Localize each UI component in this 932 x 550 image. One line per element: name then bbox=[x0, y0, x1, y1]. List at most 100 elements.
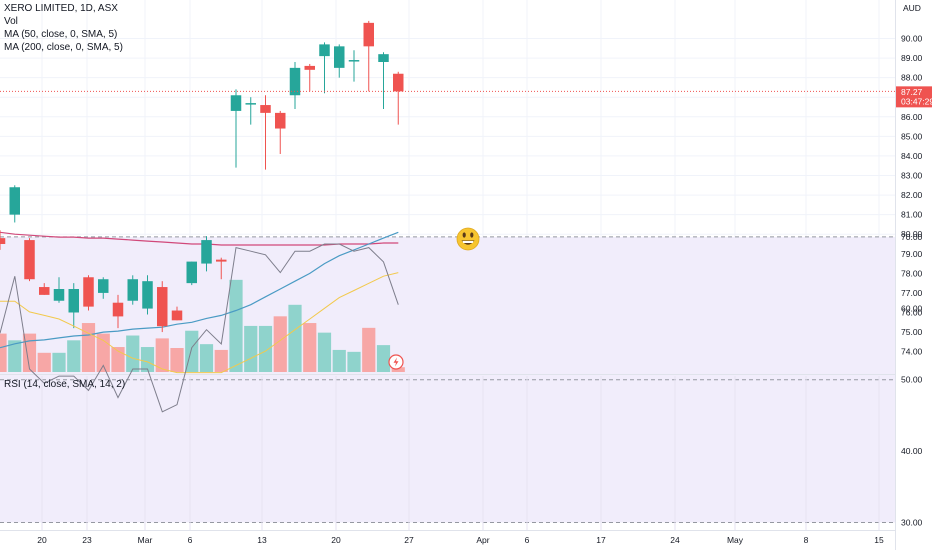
time-tick-label: 6 bbox=[188, 535, 193, 545]
emoji-teeth bbox=[462, 241, 474, 243]
volume-bar[interactable] bbox=[303, 323, 317, 372]
candle[interactable] bbox=[216, 257, 227, 280]
rsi-ma-line[interactable] bbox=[0, 272, 399, 374]
ma50-legend[interactable]: MA (50, close, 0, SMA, 5) bbox=[4, 29, 118, 40]
candle[interactable] bbox=[289, 61, 301, 109]
time-tick-label: 27 bbox=[404, 535, 414, 545]
candle-body bbox=[245, 103, 256, 105]
candle[interactable] bbox=[83, 275, 94, 311]
volume-bar[interactable] bbox=[111, 347, 125, 372]
candle[interactable] bbox=[201, 236, 212, 272]
volume-bar[interactable] bbox=[288, 304, 302, 372]
candle-body bbox=[112, 302, 124, 317]
price-tick-label: 89.00 bbox=[901, 53, 923, 63]
emoji-eye bbox=[470, 232, 474, 238]
currency-label: AUD bbox=[903, 3, 921, 13]
candle[interactable] bbox=[24, 238, 35, 282]
rsi-tick-label: 70.00 bbox=[901, 232, 923, 242]
volume-bar[interactable] bbox=[258, 325, 273, 372]
volume-bar[interactable] bbox=[391, 367, 405, 372]
volume-bar[interactable] bbox=[67, 340, 81, 372]
volume-bar[interactable] bbox=[273, 316, 287, 372]
candle-body bbox=[334, 46, 345, 68]
candle[interactable] bbox=[393, 71, 404, 125]
volume-bar[interactable] bbox=[347, 351, 361, 372]
candle[interactable] bbox=[245, 97, 257, 125]
grinning-face-icon[interactable] bbox=[456, 227, 480, 251]
ma50-line[interactable] bbox=[0, 231, 399, 349]
candle[interactable] bbox=[142, 275, 153, 315]
candle-body bbox=[68, 289, 79, 313]
candle[interactable] bbox=[157, 281, 168, 333]
volume-bar[interactable] bbox=[376, 345, 391, 372]
candle[interactable] bbox=[186, 261, 198, 286]
candle[interactable] bbox=[98, 277, 109, 299]
price-tick-label: 85.00 bbox=[901, 131, 923, 141]
symbol-title[interactable]: XERO LIMITED, 1D, ASX bbox=[4, 3, 118, 14]
price-tick-label: 76.00 bbox=[901, 307, 923, 317]
candle[interactable] bbox=[112, 294, 124, 329]
volume-bar[interactable] bbox=[362, 327, 376, 372]
last-price-badge-bg bbox=[896, 86, 932, 108]
price-tick-label: 86.00 bbox=[901, 112, 923, 122]
time-tick-label: 20 bbox=[37, 535, 47, 545]
price-tick-label: 82.00 bbox=[901, 190, 923, 200]
rsi-line[interactable] bbox=[0, 243, 399, 413]
volume-bar[interactable] bbox=[52, 352, 66, 372]
candle[interactable] bbox=[53, 277, 65, 303]
candle[interactable] bbox=[319, 42, 330, 94]
candle[interactable] bbox=[378, 52, 389, 109]
volume-bar[interactable] bbox=[317, 332, 332, 372]
volume-bar[interactable] bbox=[199, 344, 214, 372]
price-tick-label: 84.00 bbox=[901, 151, 923, 161]
price-tick-label: 77.00 bbox=[901, 288, 923, 298]
rsi-legend-wrap: RSI (14, close, SMA, 14, 2) bbox=[4, 378, 125, 391]
candle[interactable] bbox=[260, 95, 271, 170]
volume-bar[interactable] bbox=[214, 349, 228, 372]
ma200-legend[interactable]: MA (200, close, 0, SMA, 5) bbox=[4, 42, 123, 53]
time-tick-label: 15 bbox=[874, 535, 884, 545]
volume-bar[interactable] bbox=[0, 333, 7, 372]
volume-bar[interactable] bbox=[155, 338, 169, 372]
volume-bar[interactable] bbox=[37, 352, 51, 372]
time-axis: 20 23 Mar 6 13 20 27 Apr 6 17 24 May 8 15 bbox=[37, 535, 884, 545]
candle[interactable] bbox=[230, 89, 242, 168]
candle[interactable] bbox=[171, 306, 183, 321]
time-tick-label: 17 bbox=[596, 535, 606, 545]
volume-bar[interactable] bbox=[8, 340, 22, 372]
rsi-legend[interactable]: RSI (14, close, SMA, 14, 2) bbox=[4, 379, 126, 390]
volume-bar[interactable] bbox=[81, 323, 96, 372]
candle[interactable] bbox=[9, 185, 21, 223]
volume-bar[interactable] bbox=[332, 349, 346, 372]
lightning-badge-icon[interactable] bbox=[388, 354, 404, 370]
candle[interactable] bbox=[334, 44, 345, 78]
emoji-face bbox=[456, 227, 480, 251]
volume-bar[interactable] bbox=[126, 335, 140, 372]
volume-bar[interactable] bbox=[22, 333, 37, 372]
candle[interactable] bbox=[68, 283, 80, 329]
candle-body bbox=[186, 261, 197, 284]
candle-body bbox=[260, 105, 271, 113]
volume-bar[interactable] bbox=[140, 347, 155, 372]
candle[interactable] bbox=[39, 283, 50, 295]
candle-body bbox=[363, 22, 374, 47]
candle-body bbox=[24, 240, 35, 280]
time-tick-label: 23 bbox=[82, 535, 92, 545]
time-tick-label: 13 bbox=[257, 535, 267, 545]
volume-bar[interactable] bbox=[170, 348, 184, 372]
candle[interactable] bbox=[304, 63, 316, 92]
rsi-tick-label: 30.00 bbox=[901, 518, 923, 528]
volume-legend[interactable]: Vol bbox=[4, 16, 18, 27]
candle[interactable] bbox=[275, 110, 286, 154]
time-tick-label: Apr bbox=[476, 535, 489, 545]
candle[interactable] bbox=[127, 275, 139, 305]
volume-bar[interactable] bbox=[229, 279, 243, 372]
candle-body bbox=[230, 95, 242, 111]
candle[interactable] bbox=[348, 50, 360, 82]
candle[interactable] bbox=[0, 230, 6, 250]
volume-bar[interactable] bbox=[244, 325, 258, 372]
time-tick-label: 20 bbox=[331, 535, 341, 545]
candle[interactable] bbox=[363, 20, 375, 92]
